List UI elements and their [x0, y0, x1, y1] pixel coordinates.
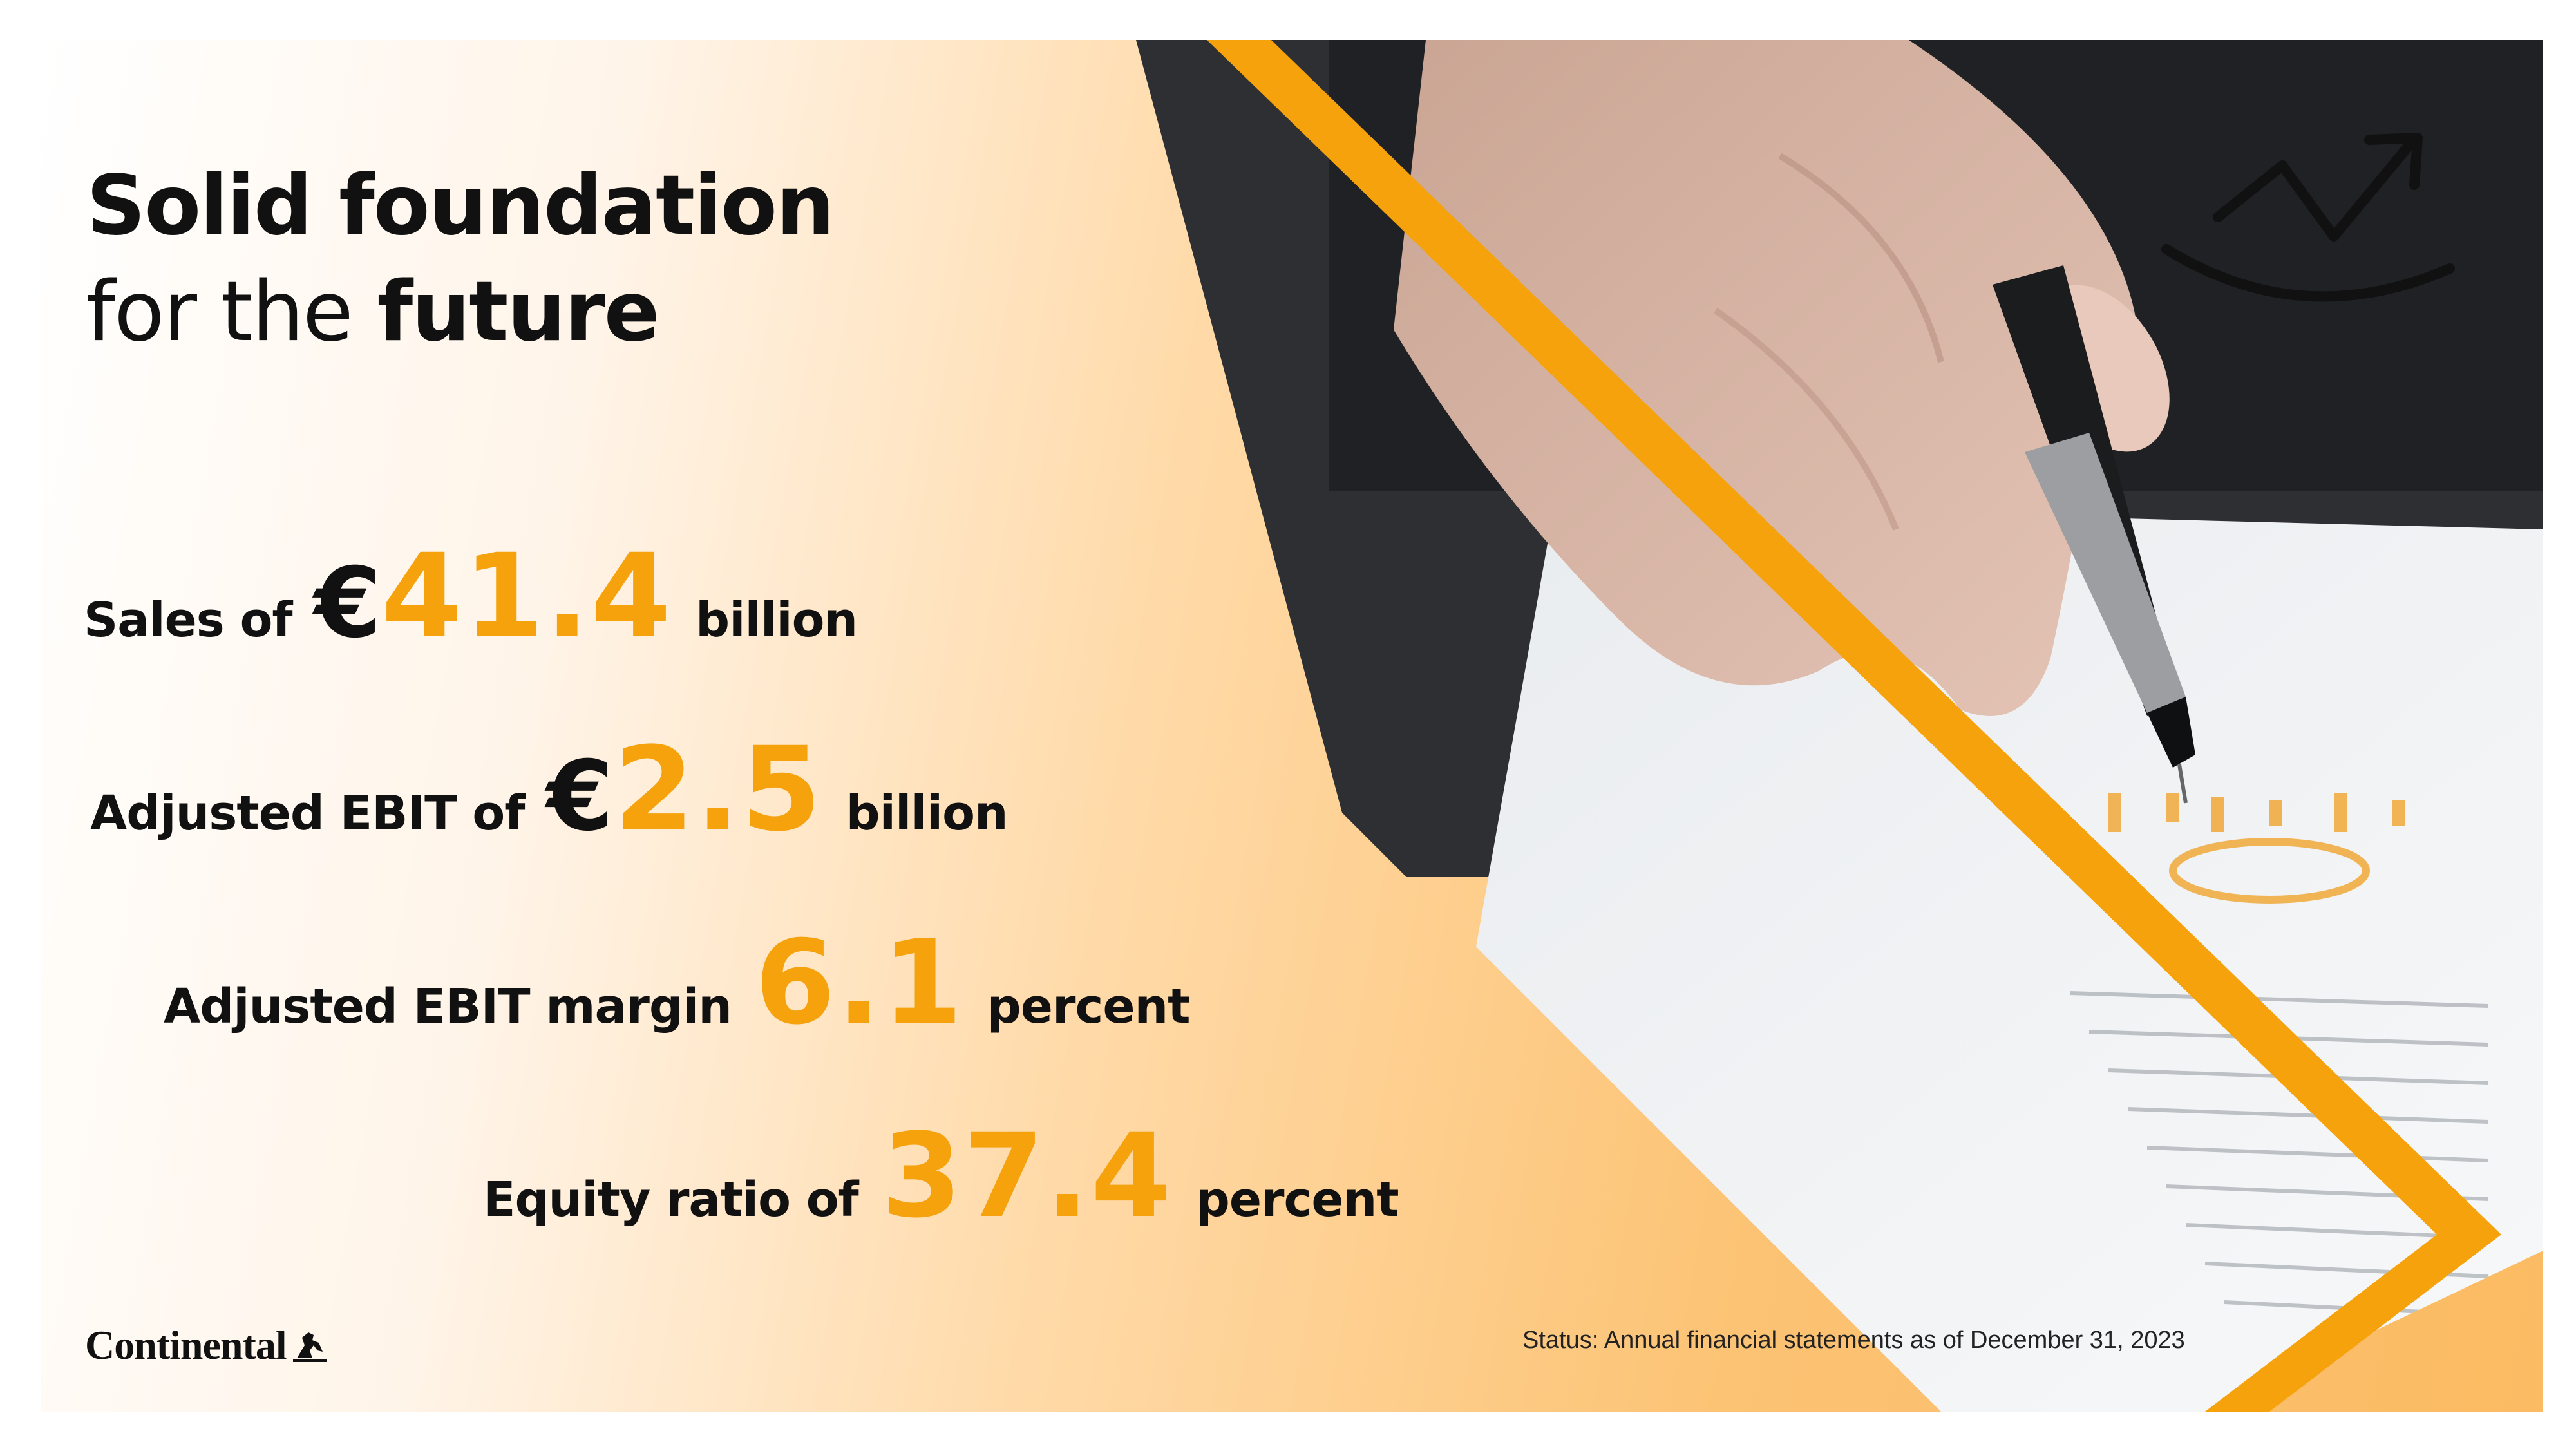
kpi-currency: € — [314, 547, 382, 659]
kpi-value: 41.4 — [381, 529, 673, 664]
kpi-label: Equity ratio of — [483, 1172, 859, 1227]
kpi-unit: percent — [987, 979, 1191, 1034]
page-title: Solid foundation for the future — [86, 153, 835, 365]
kpi-sales: Sales of € 41.4 billion — [84, 529, 858, 664]
pen-hand-photo — [1136, 40, 2543, 1412]
title-line-2-regular: for the — [86, 264, 354, 360]
title-line-2: for the future — [86, 259, 833, 365]
kpi-label: Adjusted EBIT margin — [164, 979, 732, 1034]
slide: Solid foundation for the future Sales of… — [41, 40, 2543, 1412]
status-note: Status: Annual financial statements as o… — [1522, 1327, 2185, 1354]
kpi-unit: billion — [846, 786, 1009, 841]
trend-arrow-icon — [2161, 133, 2455, 302]
kpi-adjusted-ebit-margin: Adjusted EBIT margin 6.1 percent — [164, 916, 1191, 1050]
kpi-value: 37.4 — [881, 1109, 1173, 1244]
horse-icon — [292, 1332, 327, 1362]
kpi-value: 6.1 — [754, 916, 964, 1050]
kpi-adjusted-ebit: Adjusted EBIT of € 2.5 billion — [90, 723, 1009, 857]
kpi-unit: billion — [696, 592, 858, 648]
continental-logo: Continental — [85, 1321, 329, 1369]
logo-wordmark: Continental — [85, 1322, 287, 1368]
kpi-unit: percent — [1195, 1172, 1399, 1227]
kpi-currency: € — [546, 741, 614, 853]
title-line-1: Solid foundation — [86, 158, 835, 254]
kpi-value: 2.5 — [613, 723, 823, 857]
kpi-label: Adjusted EBIT of — [90, 786, 525, 841]
title-line-2-bold: future — [377, 264, 659, 360]
kpi-equity-ratio: Equity ratio of 37.4 percent — [483, 1109, 1399, 1244]
kpi-label: Sales of — [84, 592, 293, 648]
